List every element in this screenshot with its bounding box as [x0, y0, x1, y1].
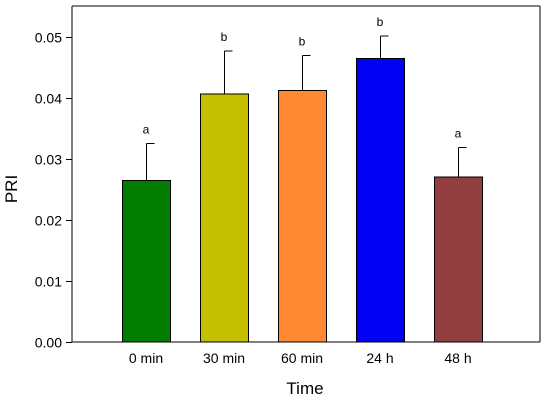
- y-tick-label: 0.05: [35, 30, 62, 46]
- bar: [278, 89, 327, 343]
- bar: [200, 93, 249, 343]
- x-tick-label: 48 h: [444, 350, 471, 366]
- y-tick-label: 0.04: [35, 91, 62, 107]
- x-tick-label: 24 h: [366, 350, 393, 366]
- x-tick-label: 60 min: [281, 350, 323, 366]
- y-tick-label: 0.01: [35, 274, 62, 290]
- bar: [356, 58, 405, 343]
- bar: [122, 180, 171, 343]
- bar: [434, 176, 483, 343]
- bars: [122, 58, 483, 343]
- y-tick-label: 0.00: [35, 335, 62, 351]
- x-tick-label: 30 min: [203, 350, 245, 366]
- error-bars: [146, 35, 467, 181]
- significance-label: b: [221, 30, 228, 44]
- y-tick-label: 0.02: [35, 213, 62, 229]
- x-tick-label: 0 min: [129, 350, 163, 366]
- x-axis-title: Time: [286, 379, 323, 398]
- y-axis-title: PRI: [2, 175, 21, 203]
- significance-label: b: [377, 15, 384, 29]
- significance-label: a: [143, 122, 150, 136]
- labels: 0.00 0.01 0.02 0.03 0.04 0.05 a 0 min b 30 min b 60…: [35, 15, 472, 366]
- significance-label: b: [299, 34, 306, 48]
- y-tick-label: 0.03: [35, 152, 62, 168]
- significance-label: a: [455, 127, 462, 141]
